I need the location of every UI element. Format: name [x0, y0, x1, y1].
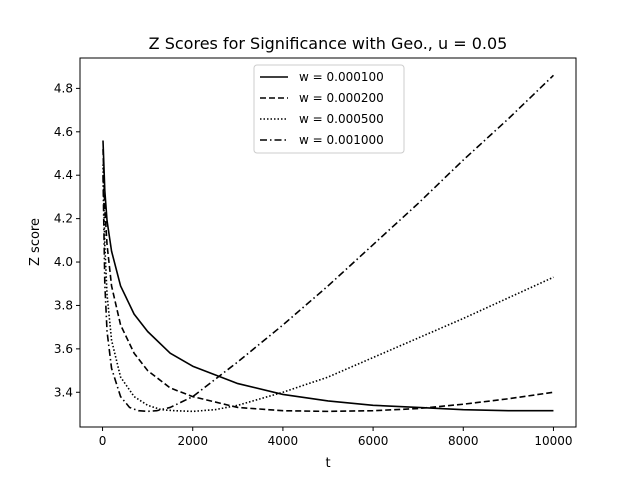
x-tick-label: 10000 — [534, 434, 572, 448]
x-tick-label: 2000 — [177, 434, 208, 448]
y-tick-label: 3.8 — [54, 298, 73, 312]
y-tick-label: 4.8 — [54, 81, 73, 95]
x-tick-label: 0 — [99, 434, 107, 448]
y-tick-label: 4.6 — [54, 125, 73, 139]
x-tick-label: 8000 — [448, 434, 479, 448]
plot-frame — [79, 57, 577, 428]
plot-area — [102, 74, 555, 413]
y-axis-label: Z score — [28, 218, 43, 266]
legend-label-3: w = 0.000500 — [299, 112, 384, 126]
x-axis-label: t — [325, 456, 330, 471]
legend-label-4: w = 0.001000 — [299, 133, 384, 147]
series-line-3 — [102, 164, 554, 413]
y-tick-label: 4.0 — [54, 255, 73, 269]
legend-label-1: w = 0.000100 — [299, 70, 384, 84]
legend-label-2: w = 0.000200 — [299, 91, 384, 105]
chart-title: Z Scores for Significance with Geo., u =… — [149, 34, 508, 53]
axes: 0 2000 4000 6000 8000 10000 3.4 3.6 3.8 4.0 4.2 4.4… — [54, 81, 573, 448]
x-tick-label: 6000 — [358, 434, 389, 448]
y-tick-label: 3.4 — [54, 385, 73, 399]
x-tick-label: 4000 — [268, 434, 299, 448]
legend: w = 0.000100 w = 0.000200 w = 0.000500 w = … — [253, 64, 405, 154]
legend-box — [253, 64, 405, 154]
y-tick-label: 4.2 — [54, 212, 73, 226]
series-line-2 — [102, 149, 554, 413]
series-line-1 — [102, 140, 554, 412]
y-tick-label: 3.6 — [54, 342, 73, 356]
series-line-4 — [102, 74, 555, 413]
y-tick-label: 4.4 — [54, 168, 73, 182]
